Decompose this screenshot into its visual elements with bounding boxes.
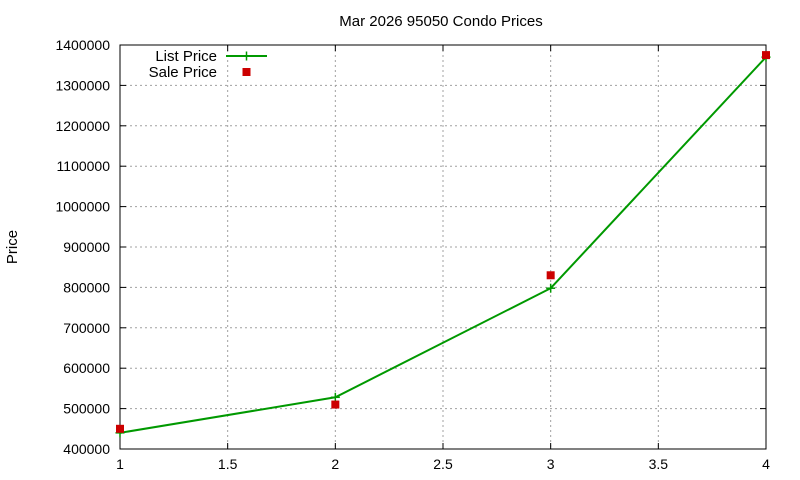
ticks-layer: 1 1.5 2 2.5 3 3.5 4 400000 500000 600000 700000 800… xyxy=(55,37,770,472)
x-tick-label: 3.5 xyxy=(649,456,669,472)
y-tick-label: 1100000 xyxy=(57,158,111,174)
chart-title: Mar 2026 95050 Condo Prices xyxy=(339,13,542,30)
y-tick-label: 900000 xyxy=(63,239,110,255)
x-tick-label: 1.5 xyxy=(218,456,238,472)
series-layer xyxy=(115,51,771,438)
series-line xyxy=(119,56,767,434)
y-tick-label: 500000 xyxy=(63,401,110,417)
data-point xyxy=(546,283,556,293)
y-tick-label: 1000000 xyxy=(55,199,110,215)
x-tick-label: 2 xyxy=(331,456,339,472)
grid-layer xyxy=(119,44,767,450)
x-tick-label: 2.5 xyxy=(433,456,453,472)
y-tick-label: 700000 xyxy=(63,320,110,336)
y-tick-label: 400000 xyxy=(63,441,110,457)
legend-swatch-marker xyxy=(242,51,251,61)
y-tick-label: 800000 xyxy=(63,279,110,295)
legend-label: List Price xyxy=(155,48,217,65)
x-tick-label: 1 xyxy=(116,456,124,472)
data-point xyxy=(762,51,770,60)
legend-swatch-marker xyxy=(242,68,251,76)
legend-item: Sale Price xyxy=(149,64,251,81)
data-point xyxy=(546,271,555,280)
data-point xyxy=(116,424,124,433)
legend-label: Sale Price xyxy=(149,64,217,81)
y-tick-label: 600000 xyxy=(63,360,110,376)
y-tick-label: 1400000 xyxy=(55,37,110,53)
legend-item: List Price xyxy=(155,48,267,65)
y-tick-label: 1200000 xyxy=(55,118,110,134)
x-tick-label: 3 xyxy=(547,456,555,472)
y-tick-label: 1300000 xyxy=(55,77,110,93)
data-point xyxy=(331,400,340,409)
series-sale-price xyxy=(116,51,770,433)
data-point xyxy=(330,392,340,402)
x-tick-label: 4 xyxy=(762,456,770,472)
y-axis-label: Price xyxy=(4,230,21,264)
